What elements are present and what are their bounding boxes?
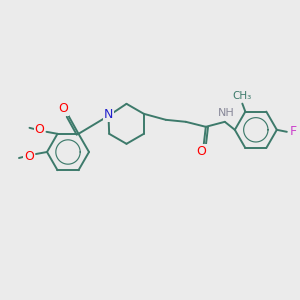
Text: O: O xyxy=(24,149,34,163)
Text: N: N xyxy=(104,108,113,121)
Text: NH: NH xyxy=(218,108,234,118)
Text: CH₃: CH₃ xyxy=(233,91,252,100)
Text: O: O xyxy=(196,145,206,158)
Text: F: F xyxy=(289,125,296,138)
Text: O: O xyxy=(34,123,44,136)
Text: O: O xyxy=(58,102,68,115)
